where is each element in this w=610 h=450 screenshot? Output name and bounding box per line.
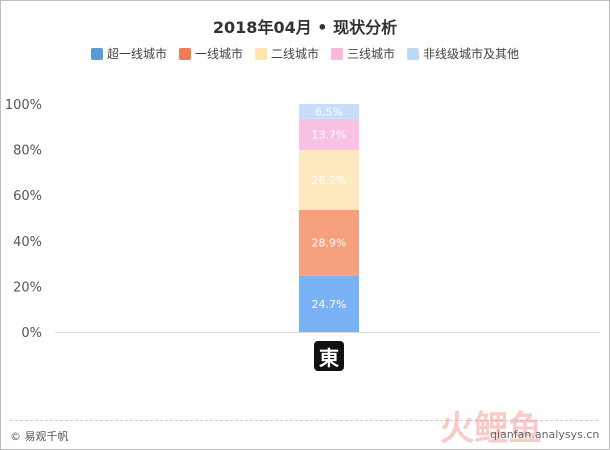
legend-item[interactable]: 三线城市 bbox=[331, 45, 395, 62]
legend-swatch bbox=[254, 47, 267, 60]
watermark-text: qianfan.analysys.cn bbox=[490, 428, 600, 441]
bar-segment bbox=[299, 209, 359, 276]
app-logo-icon: 東 bbox=[314, 341, 344, 371]
watermark-logo-text: 火鲤鱼 bbox=[440, 409, 542, 448]
legend: 超一线城市 一线城市 二线城市 三线城市 非线级城市及其他 bbox=[0, 45, 610, 62]
legend-label: 二线城市 bbox=[270, 47, 319, 61]
chart-plot: 0% 20% 40% 60% 80% 100% 24.7% 28.9% 26.2% 13.7% 6.… bbox=[5, 98, 600, 341]
chart-title: 2018年04月 • 现状分析 bbox=[212, 18, 398, 37]
y-tick-label: 40% bbox=[13, 235, 42, 250]
watermark-logo: 火鲤鱼 bbox=[440, 409, 542, 448]
legend-item[interactable]: 超一线城市 bbox=[90, 45, 167, 62]
legend-label: 三线城市 bbox=[347, 47, 396, 61]
data-label: 24.7% bbox=[312, 298, 347, 311]
legend-swatch bbox=[407, 47, 420, 60]
bar-segment bbox=[299, 150, 359, 210]
y-tick-label: 20% bbox=[13, 280, 42, 295]
y-tick-label: 0% bbox=[21, 326, 42, 341]
y-tick-label: 60% bbox=[13, 189, 42, 204]
bar-segment bbox=[299, 104, 359, 119]
y-tick-label: 80% bbox=[13, 144, 42, 159]
data-label: 26.2% bbox=[312, 174, 347, 187]
legend-label: 超一线城市 bbox=[106, 47, 167, 61]
copyright-text: © 易观千帆 bbox=[10, 430, 69, 443]
data-label: 6.5% bbox=[315, 105, 343, 118]
bar-segment bbox=[299, 118, 359, 151]
legend-label: 非线级城市及其他 bbox=[423, 47, 520, 61]
bar-segment bbox=[299, 275, 359, 332]
data-label: 13.7% bbox=[312, 128, 347, 141]
legend-swatch bbox=[331, 47, 343, 60]
y-tick-label: 100% bbox=[5, 98, 42, 113]
footer-divider bbox=[10, 420, 598, 421]
data-label: 28.9% bbox=[312, 237, 347, 250]
legend-item[interactable]: 非线级城市及其他 bbox=[407, 45, 519, 62]
legend-item[interactable]: 二线城市 bbox=[254, 45, 319, 62]
legend-item[interactable]: 一线城市 bbox=[178, 45, 243, 62]
legend-swatch bbox=[90, 47, 103, 60]
legend-label: 一线城市 bbox=[194, 47, 243, 61]
legend-swatch bbox=[178, 47, 191, 60]
